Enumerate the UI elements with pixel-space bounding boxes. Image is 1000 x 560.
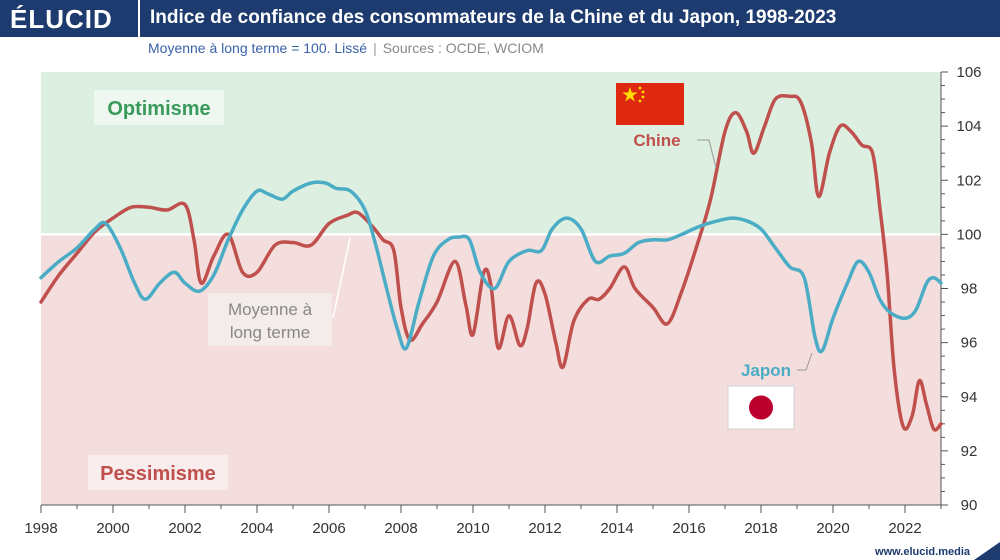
subtitle-sources: Sources : OCDE, WCIOM <box>382 40 544 56</box>
moyenne-label-line1: Moyenne à <box>228 300 313 319</box>
x-tick-label: 2018 <box>744 520 777 537</box>
chine-leader-line <box>697 139 717 169</box>
x-tick-label: 2010 <box>456 520 489 537</box>
header-bar <box>0 0 1000 37</box>
y-axis: 90 92 94 96 98 100 102 104 106 <box>940 64 982 514</box>
series-lines <box>39 93 943 432</box>
moyenne-label-line2: long terme <box>230 323 310 342</box>
logo-separator <box>138 0 140 37</box>
x-tick-label: 1998 <box>24 520 57 537</box>
x-tick-label: 2020 <box>816 520 849 537</box>
x-tick-label: 2002 <box>168 520 201 537</box>
y-tick-label: 102 <box>956 172 981 189</box>
x-tick-label: 2008 <box>384 520 417 537</box>
japon-leader-line <box>797 352 813 371</box>
japan-flag-icon <box>727 385 795 430</box>
subtitle-note: Moyenne à long terme = 100. Lissé <box>148 40 368 56</box>
moyenne-leader-line <box>332 237 351 319</box>
brand-corner-mark <box>974 542 1000 560</box>
x-tick-label: 2022 <box>888 520 921 537</box>
optimism-label: Optimisme <box>107 98 210 120</box>
y-tick-label: 104 <box>956 118 981 135</box>
pessimism-label-box <box>88 455 228 490</box>
pessimism-label: Pessimisme <box>100 463 216 485</box>
y-tick-label: 106 <box>956 64 981 81</box>
series-line-chine <box>39 93 943 432</box>
chart-title: Indice de confiance des consommateurs de… <box>150 7 837 28</box>
y-tick-label: 90 <box>961 497 978 514</box>
y-tick-label: 92 <box>961 443 978 460</box>
chine-series-label: Chine <box>633 131 680 150</box>
x-tick-label: 2004 <box>240 520 273 537</box>
series-line-japon <box>39 180 943 354</box>
x-tick-label: 2006 <box>312 520 345 537</box>
chart-subtitle: Moyenne à long terme = 100. Lissé | Source… <box>148 40 544 56</box>
x-tick-label: 2012 <box>528 520 561 537</box>
y-tick-label: 98 <box>961 281 978 298</box>
y-tick-label: 96 <box>961 335 978 352</box>
japon-series-label: Japon <box>741 361 791 380</box>
y-tick-label: 94 <box>961 389 978 406</box>
x-axis: 1998 2000 2002 2004 2006 2008 2010 2012 2014 2016… <box>24 504 942 537</box>
china-flag-icon <box>616 83 684 125</box>
website-url: www.elucid.media <box>875 546 970 558</box>
optimism-label-box <box>94 90 224 125</box>
x-tick-label: 2014 <box>600 520 633 537</box>
moyenne-label-box <box>208 293 332 346</box>
x-tick-label: 2000 <box>96 520 129 537</box>
x-tick-label: 2016 <box>672 520 705 537</box>
subtitle-separator: | <box>373 40 377 56</box>
brand-logo: ÉLUCID <box>10 4 113 34</box>
y-tick-label: 100 <box>956 226 981 243</box>
